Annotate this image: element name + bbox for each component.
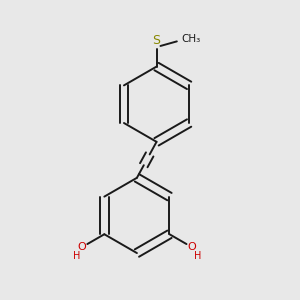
Text: H: H (73, 251, 80, 261)
Text: O: O (187, 242, 196, 252)
Text: H: H (194, 251, 201, 261)
Text: CH₃: CH₃ (181, 34, 200, 44)
Text: O: O (78, 242, 87, 252)
Text: S: S (152, 34, 160, 47)
